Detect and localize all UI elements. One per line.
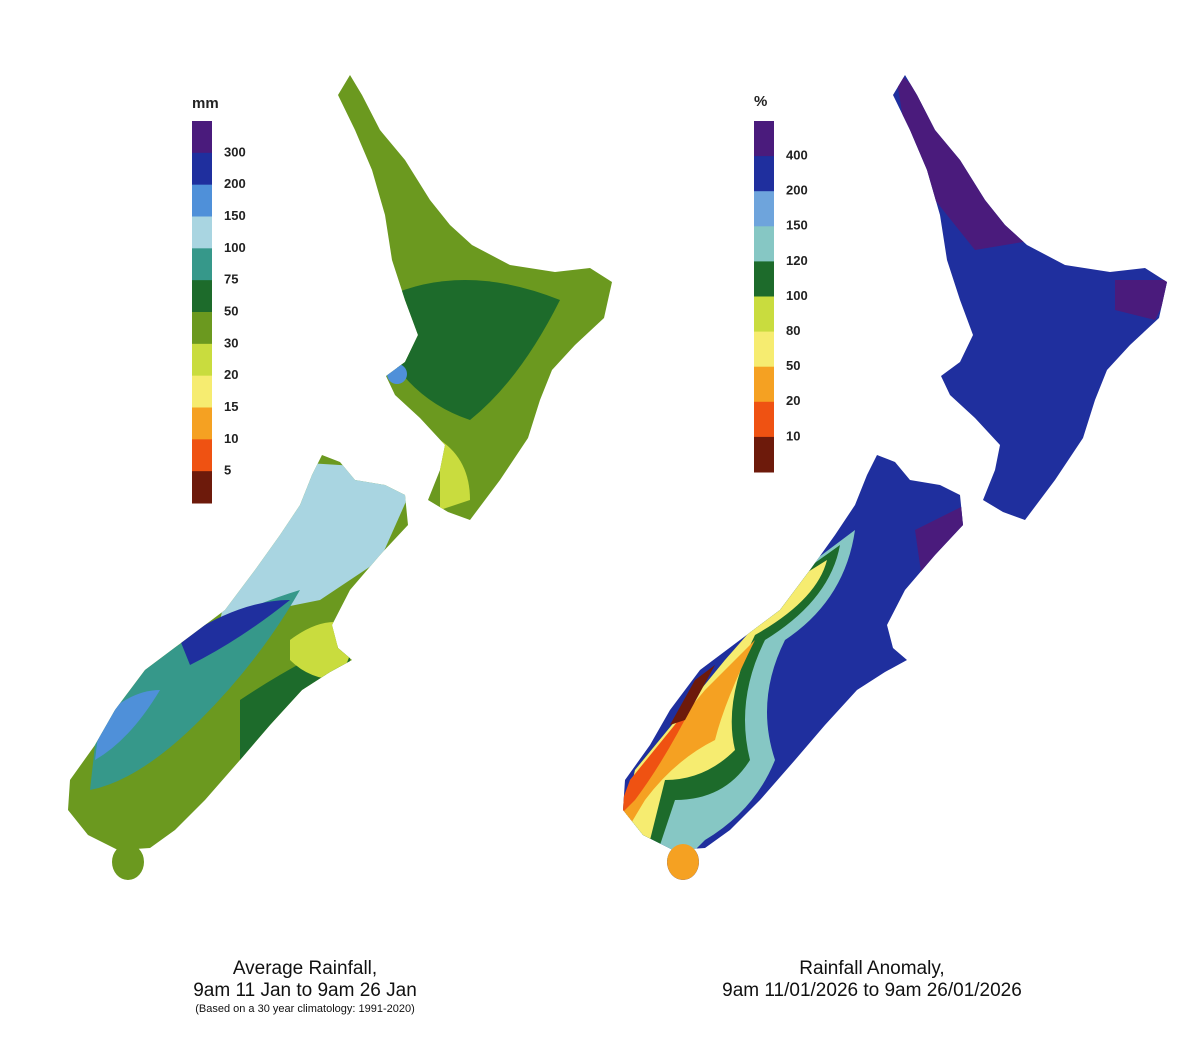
caption-note: (Based on a 30 year climatology: 1991-20… [195, 1003, 415, 1015]
legend-swatch [192, 407, 212, 440]
legend-swatch [754, 226, 774, 262]
legend-label: 150 [224, 208, 246, 223]
legend-swatch [192, 312, 212, 345]
legend-label: 300 [224, 144, 246, 159]
legend-swatch [192, 184, 212, 217]
legend-swatch [192, 375, 212, 408]
legend-label: 100 [224, 240, 246, 255]
legend-label: 20 [786, 393, 800, 408]
legend-label: 10 [224, 431, 238, 446]
legend-label: 50 [224, 303, 238, 318]
legend-label: 30 [224, 335, 238, 350]
legend-swatch [754, 261, 774, 297]
legend-swatch [192, 280, 212, 313]
legend-swatch [754, 331, 774, 368]
legend-label: 20 [224, 367, 238, 382]
legend-swatch [192, 471, 212, 504]
legend-swatch [192, 152, 212, 186]
legend-swatch [192, 439, 212, 472]
legend-swatch [754, 121, 774, 157]
caption-period: 9am 11 Jan to 9am 26 Jan [193, 980, 417, 1001]
legend-label: 80 [786, 323, 800, 338]
legend-swatch [754, 296, 774, 333]
legend-label: 75 [224, 272, 238, 287]
legend-unit: % [754, 93, 767, 110]
anomaly-map [623, 75, 1167, 880]
legend-swatch [754, 156, 774, 192]
legend-swatch [754, 191, 774, 227]
legend-swatch [192, 216, 212, 249]
legend-label: 10 [786, 428, 800, 443]
legend-label: 200 [224, 176, 246, 191]
legend-label: 50 [786, 358, 800, 373]
caption-title: Average Rainfall, [233, 958, 377, 979]
legend-swatch [754, 366, 774, 403]
legend-label: 5 [224, 463, 231, 478]
caption-title: Rainfall Anomaly, [799, 958, 944, 979]
legend-swatch [192, 343, 212, 377]
caption-period: 9am 11/01/2026 to 9am 26/01/2026 [722, 980, 1022, 1001]
legend-swatch [754, 401, 774, 438]
legend-label: 400 [786, 148, 808, 163]
rainfall-map [68, 75, 612, 880]
legend-label: 120 [786, 253, 808, 268]
legend-label: 15 [224, 399, 238, 414]
legend-swatch [192, 121, 212, 154]
legend-label: 100 [786, 288, 808, 303]
legend-label: 150 [786, 218, 808, 233]
legend-swatch [192, 248, 212, 281]
legend-swatch [754, 436, 774, 473]
legend-unit: mm [192, 95, 219, 112]
legend-label: 200 [786, 183, 808, 198]
